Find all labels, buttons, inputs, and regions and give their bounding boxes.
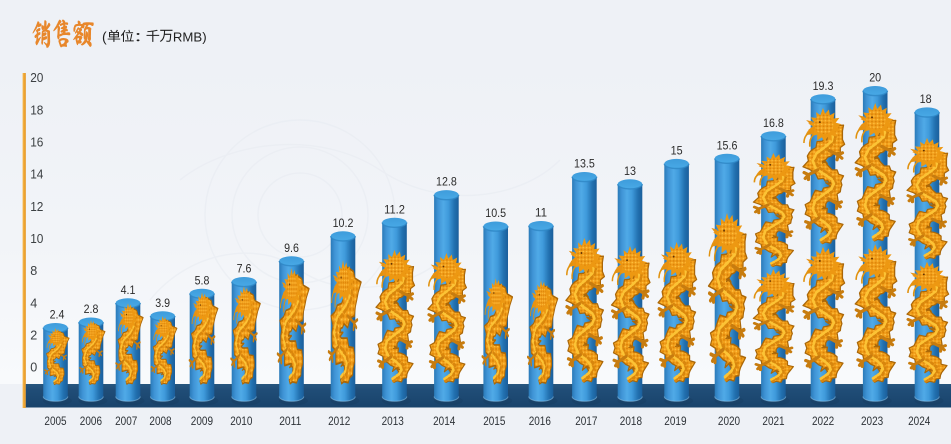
svg-text:12.8: 12.8 xyxy=(436,176,457,189)
svg-text:12: 12 xyxy=(30,199,43,214)
svg-text:2010: 2010 xyxy=(230,414,252,428)
svg-text:13: 13 xyxy=(624,165,636,178)
svg-text:2024: 2024 xyxy=(908,414,930,428)
svg-text:2023: 2023 xyxy=(861,414,883,428)
svg-text:3.9: 3.9 xyxy=(155,297,170,310)
svg-text:2005: 2005 xyxy=(44,414,66,428)
svg-text:19.3: 19.3 xyxy=(813,80,834,93)
svg-text:11.2: 11.2 xyxy=(384,203,405,216)
svg-text:14: 14 xyxy=(30,167,43,182)
svg-text:10.2: 10.2 xyxy=(333,217,354,230)
svg-text:2008: 2008 xyxy=(149,414,171,428)
svg-text:0: 0 xyxy=(30,360,37,375)
svg-text:2018: 2018 xyxy=(620,414,642,428)
svg-text:2006: 2006 xyxy=(80,414,102,428)
svg-text:10: 10 xyxy=(30,231,43,246)
svg-text:16: 16 xyxy=(30,134,43,149)
svg-text:2009: 2009 xyxy=(191,414,213,428)
svg-text:(: ( xyxy=(102,29,107,45)
svg-text:16.8: 16.8 xyxy=(763,117,784,130)
svg-text:4.1: 4.1 xyxy=(121,284,136,297)
svg-text:2014: 2014 xyxy=(433,414,455,428)
svg-text:2011: 2011 xyxy=(279,414,301,428)
svg-text:2019: 2019 xyxy=(664,414,686,428)
svg-text:2021: 2021 xyxy=(762,414,784,428)
svg-text:2012: 2012 xyxy=(328,414,350,428)
svg-text:2013: 2013 xyxy=(382,414,404,428)
svg-text:2.8: 2.8 xyxy=(84,303,99,316)
svg-text:18: 18 xyxy=(920,93,932,106)
svg-text:15: 15 xyxy=(671,145,683,158)
svg-text:2007: 2007 xyxy=(115,414,137,428)
svg-text:8: 8 xyxy=(30,263,37,278)
svg-text:10.5: 10.5 xyxy=(485,207,506,220)
svg-text:2022: 2022 xyxy=(812,414,834,428)
svg-text:2.4: 2.4 xyxy=(50,309,65,322)
svg-text:2016: 2016 xyxy=(529,414,551,428)
svg-text:13.5: 13.5 xyxy=(574,158,595,171)
svg-text:20: 20 xyxy=(30,70,43,85)
svg-text:7.6: 7.6 xyxy=(237,263,252,276)
svg-text:5.8: 5.8 xyxy=(195,274,210,287)
svg-text:2015: 2015 xyxy=(483,414,505,428)
svg-text:2020: 2020 xyxy=(718,414,740,428)
svg-text:9.6: 9.6 xyxy=(284,242,299,255)
svg-text:4: 4 xyxy=(30,295,37,310)
svg-text:RMB): RMB) xyxy=(173,30,207,45)
svg-text:18: 18 xyxy=(30,102,43,117)
svg-text:15.6: 15.6 xyxy=(717,139,738,152)
svg-text:2: 2 xyxy=(30,328,37,343)
svg-text:2017: 2017 xyxy=(575,414,597,428)
svg-text:11: 11 xyxy=(535,207,547,220)
svg-text:20: 20 xyxy=(869,72,881,85)
